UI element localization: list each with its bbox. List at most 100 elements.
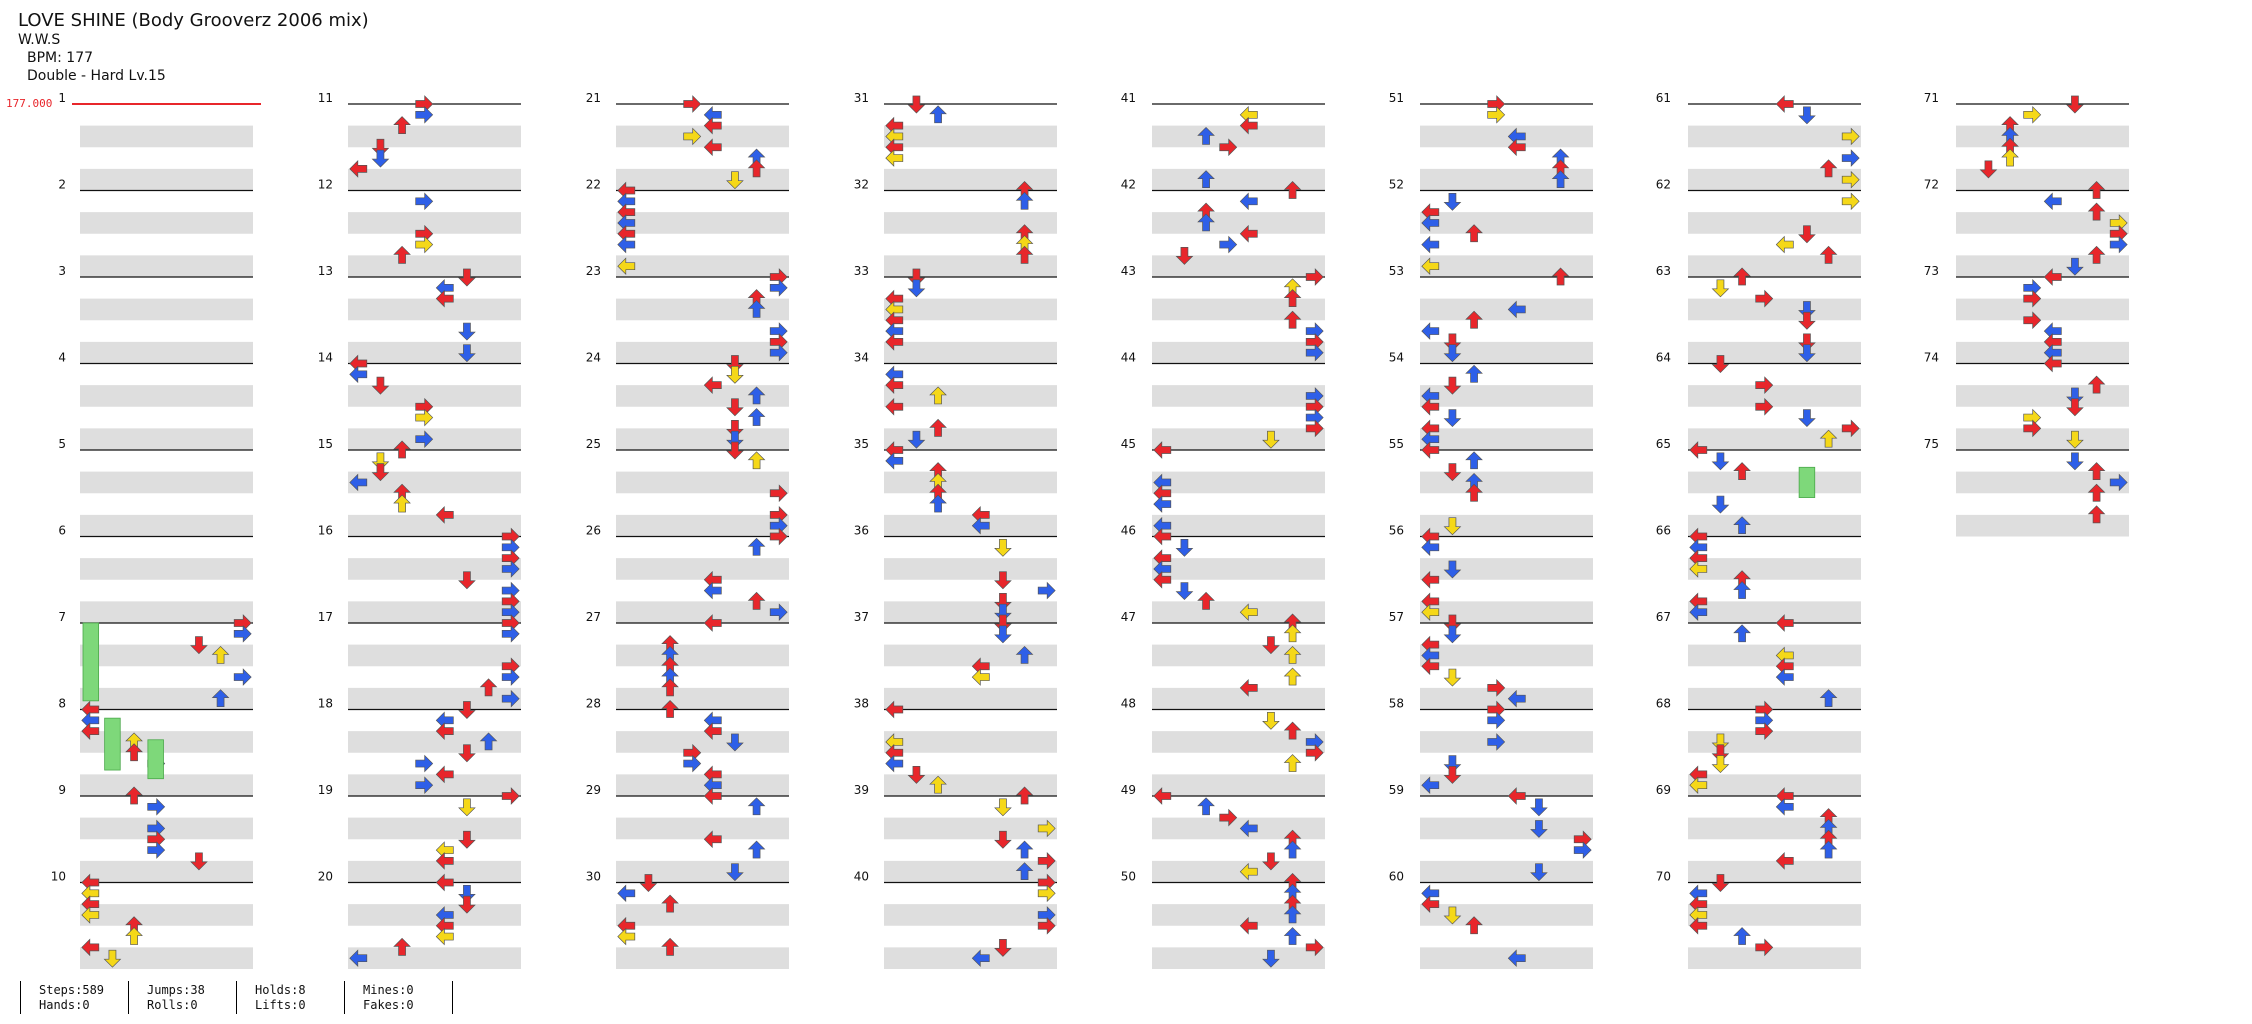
arrow-down-icon <box>1798 333 1816 352</box>
arrow-down-icon <box>907 430 926 449</box>
beat-band <box>1956 341 2129 364</box>
measure-number: 14 <box>318 351 333 365</box>
measure-72: 72 <box>1924 178 2129 277</box>
arrow-down-icon <box>1175 247 1194 265</box>
arrow-right-icon <box>2023 408 2042 427</box>
beat-band <box>884 817 1057 840</box>
beat-band <box>348 471 521 494</box>
arrow-right-icon <box>415 430 434 449</box>
arrow-down-icon <box>994 625 1012 644</box>
arrow-down-icon <box>1530 798 1548 817</box>
arrow-down-icon <box>458 322 476 341</box>
measure-number: 53 <box>1389 264 1404 278</box>
arrow-right-icon <box>147 841 166 859</box>
arrow-down-icon <box>103 949 122 968</box>
arrow-left-icon <box>703 614 722 632</box>
beat-band <box>348 774 521 796</box>
arrow-down-icon <box>1798 225 1816 244</box>
arrow-down-icon <box>994 939 1012 957</box>
arrow-left-icon <box>1153 441 1172 459</box>
arrow-left-icon <box>435 927 454 946</box>
beat-band <box>80 514 253 537</box>
beat-band <box>1152 298 1325 321</box>
arrow-left-icon <box>1421 895 1440 913</box>
arrow-left-icon <box>1689 603 1708 622</box>
arrow-down-icon <box>1711 355 1730 373</box>
arrow-left-icon <box>1775 235 1794 254</box>
arrow-right-icon <box>1305 408 1324 427</box>
measure-26: 26 <box>586 524 789 623</box>
measure-number: 70 <box>1656 870 1671 884</box>
arrow-up-icon <box>1197 170 1215 189</box>
arrow-down-icon <box>458 701 476 719</box>
beat-band <box>1420 817 1593 840</box>
measure-51: 51 <box>1389 91 1593 191</box>
arrow-right-icon <box>769 484 788 503</box>
beat-band <box>616 471 789 494</box>
arrow-right-icon <box>415 192 434 211</box>
measure-number: 41 <box>1121 91 1136 105</box>
arrow-up-icon <box>1465 310 1483 329</box>
arrow-left-icon <box>703 830 722 849</box>
beat-band <box>1152 125 1325 148</box>
arrow-left-icon <box>703 787 722 805</box>
beat-band <box>348 514 521 537</box>
beat-band <box>1152 687 1325 710</box>
measure-number: 64 <box>1656 351 1671 365</box>
measure-28: 28 <box>586 697 789 796</box>
beat-band <box>616 385 789 407</box>
arrow-left-icon <box>1239 819 1258 838</box>
arrow-down-icon <box>371 452 390 471</box>
arrow-up-icon <box>1733 462 1751 480</box>
arrow-up-icon <box>125 927 143 945</box>
measure-3: 3 <box>58 264 253 364</box>
arrow-right-icon <box>1219 235 1238 254</box>
beat-band <box>884 471 1057 494</box>
arrow-up-icon <box>1283 181 1302 199</box>
arrow-left-icon <box>703 116 722 135</box>
measure-number: 4 <box>58 351 66 365</box>
beat-band <box>616 428 789 450</box>
beat-band <box>1420 731 1593 753</box>
arrow-up-icon <box>747 797 766 816</box>
beat-band <box>884 341 1057 364</box>
arrow-left-icon <box>1153 787 1172 805</box>
beat-band <box>1420 428 1593 450</box>
arrow-right-icon <box>1305 743 1324 762</box>
hands-count: Hands:0 <box>39 998 90 1012</box>
arrow-up-icon <box>2087 462 2106 480</box>
measure-1: 1 <box>58 91 253 191</box>
arrow-down-icon <box>458 884 476 903</box>
beat-band <box>1688 644 1861 667</box>
arrow-down-icon <box>1798 409 1816 428</box>
arrow-up-icon <box>929 775 947 794</box>
arrow-right-icon <box>2109 473 2128 492</box>
arrow-right-icon <box>769 343 788 362</box>
beat-band <box>348 385 521 407</box>
beat-band <box>884 125 1057 148</box>
arrow-right-icon <box>1037 819 1056 838</box>
arrow-right-icon <box>415 754 434 773</box>
arrow-right-icon <box>769 603 788 622</box>
arrow-left-icon <box>885 397 904 416</box>
arrow-left-icon <box>1239 224 1258 243</box>
beat-band <box>1420 168 1593 191</box>
arrow-left-icon <box>2043 192 2062 211</box>
arrow-down-icon <box>907 279 926 298</box>
measure-number: 69 <box>1656 783 1671 797</box>
holds-count: Holds:8 <box>255 983 306 997</box>
arrow-down-icon <box>994 603 1012 622</box>
arrow-up-icon <box>1819 245 1838 264</box>
arrow-left-icon <box>703 138 722 157</box>
measure-number: 28 <box>586 697 601 711</box>
measure-13: 13 <box>318 264 521 364</box>
measure-number: 63 <box>1656 264 1671 278</box>
arrow-up-icon <box>1819 429 1838 448</box>
measure-73: 73 <box>1924 264 2129 364</box>
arrow-down-icon <box>2066 257 2084 276</box>
arrow-right-icon <box>1305 938 1324 957</box>
arrow-right-icon <box>1841 149 1860 167</box>
arrow-up-icon <box>2087 245 2106 264</box>
measure-number: 37 <box>854 610 869 624</box>
beat-band <box>884 687 1057 710</box>
